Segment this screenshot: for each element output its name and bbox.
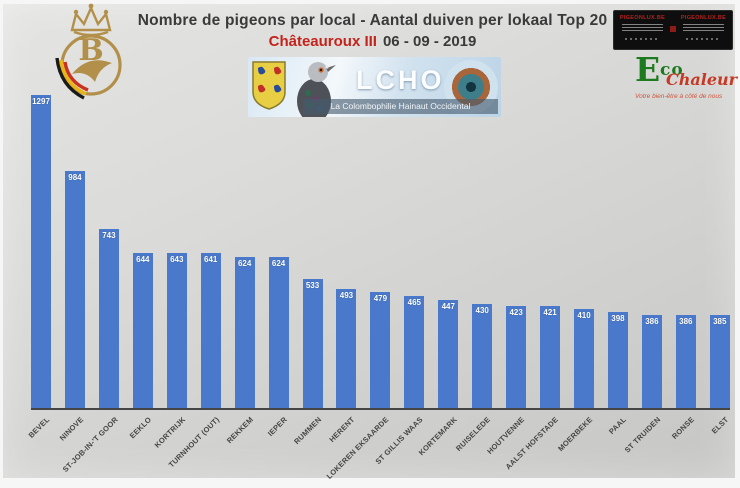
dove-icon [72,60,112,82]
bar-value-label: 447 [441,302,455,311]
subtitle-location: Châteauroux III [268,33,377,50]
ad-left-dots [625,38,660,40]
x-axis-label-slot: REKKEM [225,413,255,475]
ad-right-dots [686,38,721,40]
subtitle-date: 06 - 09 - 2019 [382,33,477,50]
bar: 410 [574,309,594,408]
bar-value-label: 465 [407,298,421,307]
bar: 533 [302,279,323,408]
bar-value-label: 624 [271,259,286,268]
x-axis-label: NINOVE [57,415,86,443]
x-axis-label-slot: IEPER [265,413,289,475]
bar-value-label: 398 [611,314,625,323]
x-axis-label: HERENT [327,415,357,445]
sponsor-ad-banner: PIGEONLUX.BE PIGEONLUX.BE [613,10,733,50]
bar: 643 [166,253,187,408]
kbdb-federation-logo: B [55,3,122,100]
x-axis-label-slot: EEKLO [128,413,153,475]
x-axis-label-slot: ST-JOB-IN-'T GOOR [60,413,119,475]
bar: 447 [438,300,459,408]
bar-value-label: 641 [204,255,218,264]
bar-value-label: 386 [645,317,659,326]
crown-orbs [73,3,109,15]
bar: 624 [268,257,289,408]
x-axis-label: REKKEM [224,415,255,446]
x-axis-label: RONSE [670,415,697,441]
lcho-full-name: La Colombophilie Hainaut Occidental [303,99,498,114]
chart-subtitle: Châteauroux III 06 - 09 - 2019 [130,33,615,50]
bar-value-label: 421 [543,308,557,317]
x-axis-label: IEPER [265,415,289,438]
bar-value-label: 423 [509,308,523,317]
lcho-club-banner: LCHO La Colombophilie Hainaut Occidental [248,57,501,117]
x-axis-label: BEVEL [26,415,52,440]
bar: 479 [370,292,391,408]
bar: 421 [540,306,561,408]
x-axis-label-slot: ST TRUIDEN [623,413,663,475]
ad-right-column: PIGEONLUX.BE [678,15,729,43]
bar: 641 [200,253,221,408]
bar: 386 [675,315,696,408]
ad-left-title: PIGEONLUX.BE [619,15,666,21]
lcho-acronym: LCHO [356,65,445,95]
bar-value-label: 743 [102,231,116,240]
x-axis-label-slot: BEVEL [27,413,52,475]
bar-value-label: 386 [679,317,693,326]
bar-value-label: 479 [373,294,388,303]
bar: 984 [64,171,85,408]
x-axis-label: RUMMEN [291,415,323,447]
x-axis-label: KORTRIJK [152,415,188,450]
x-axis-label-slot: PAAL [607,413,629,475]
bar-value-label: 643 [170,255,184,264]
x-axis-label-slot: RUMMEN [292,413,323,475]
x-axis-label-slot: MOERBEKE [556,413,594,475]
eco-letter-e: E [635,50,661,89]
bar-value-label: 410 [577,311,591,320]
x-axis-label: PAAL [607,415,629,436]
bar-value-label: 385 [713,317,727,326]
x-axis-label: ELST [709,415,731,436]
belgian-flag-swoosh [55,57,89,100]
x-axis-label: LOKEREN EKSAARDE [324,415,391,481]
bar: 624 [234,257,255,408]
ad-left-smallprint [622,24,663,33]
bar-value-label: 984 [68,173,82,182]
x-axis-labels: BEVEL NINOVE ST-JOB-IN-'T GOOR EEKLO KORTRIJ… [27,413,731,481]
bar: 465 [404,296,425,408]
bar: 1297 [31,95,51,408]
bar-value-label: 493 [339,291,354,300]
bar: 493 [336,289,357,408]
x-axis-label: MOERBEKE [556,415,595,454]
bar-value-label: 430 [475,306,489,315]
bar: 430 [472,304,493,408]
ad-divider [670,26,676,32]
bar-value-label: 624 [237,259,252,268]
bar: 743 [98,229,119,408]
eco-slogan: Votre bien-être à côté de nous [635,93,723,100]
chart-title: Nombre de pigeons par local - Aantal dui… [137,12,608,29]
bar-value-label: 533 [305,281,320,290]
bar: 385 [709,315,730,408]
bar-chart-plot-area: 1297 984 743 644 643 641 624 624 533 493 479 465 447… [31,95,730,410]
bar-value-label: 644 [136,255,150,264]
eco-chaleur-logo: E co Chaleur Votre bien-être à côté de n… [633,53,737,111]
eco-chaleur-script: Chaleur [666,70,738,89]
bar: 644 [132,253,153,408]
ad-right-smallprint [683,24,724,33]
ad-left-column: PIGEONLUX.BE [617,15,668,43]
bar: 423 [506,306,527,408]
bar: 398 [607,312,628,408]
x-axis-label: EEKLO [127,415,154,441]
ad-right-title: PIGEONLUX.BE [680,15,727,21]
x-axis-label-slot: TURNHOUT (OUT) [167,413,221,475]
x-axis-label: ST TRUIDEN [622,415,663,455]
x-axis-label-slot: ST GILLIS WAAS [374,413,425,475]
bar: 386 [641,315,662,408]
x-axis-label-slot: RONSE [670,413,696,475]
bar-value-label: 1297 [32,97,50,106]
x-axis-label-slot: ELST [710,413,730,475]
hainaut-shield-icon [252,61,286,110]
eco-letters-co: co [660,60,684,80]
